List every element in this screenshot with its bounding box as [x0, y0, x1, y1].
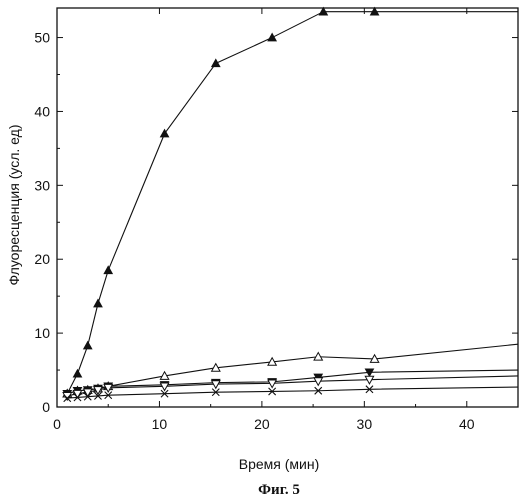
x-tick-label: 0 [53, 416, 61, 432]
y-tick-label: 40 [34, 103, 50, 119]
x-tick-label: 10 [152, 416, 168, 432]
data-point [268, 33, 276, 41]
plot-area [57, 8, 518, 407]
series-line [67, 344, 518, 394]
data-point [94, 299, 102, 307]
data-point [73, 370, 81, 378]
y-tick-label: 10 [34, 325, 50, 341]
data-point [212, 59, 220, 67]
series-line [67, 12, 518, 394]
data-point [84, 341, 92, 349]
x-axis-title: Время (мин) [239, 456, 320, 472]
figure-caption: Фиг. 5 [258, 482, 300, 498]
tick-layer: 0 10 20 30 40 0 10 20 30 40 50 [34, 8, 518, 432]
y-tick-label: 0 [42, 399, 50, 415]
y-tick-label: 30 [34, 177, 50, 193]
x-tick-label: 40 [459, 416, 475, 432]
y-axis-title: Флуоресценция (усл. ед) [6, 125, 22, 286]
series-5 [64, 386, 518, 402]
x-tick-label: 30 [357, 416, 373, 432]
data-point [160, 129, 168, 137]
series-3 [63, 369, 518, 398]
data-point [104, 266, 112, 274]
y-tick-label: 20 [34, 251, 50, 267]
y-tick-label: 50 [34, 30, 50, 46]
x-tick-label: 20 [254, 416, 270, 432]
series-1 [63, 7, 518, 397]
plot-frame [57, 8, 518, 407]
series-line [67, 387, 518, 398]
series-layer [63, 7, 518, 401]
